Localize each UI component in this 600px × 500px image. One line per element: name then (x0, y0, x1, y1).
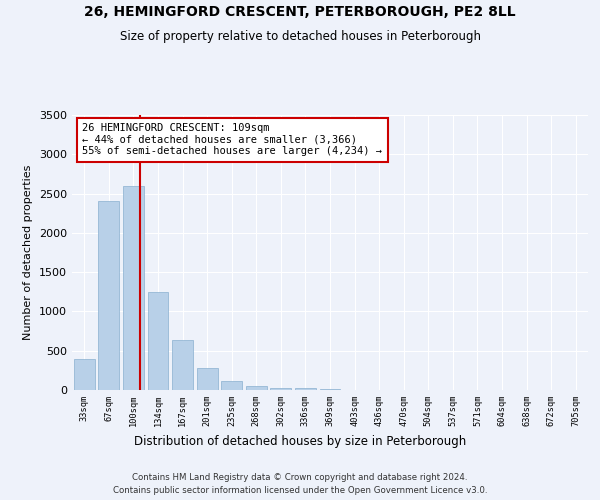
Bar (74, 358, 95, 390)
Text: 26 HEMINGFORD CRESCENT: 109sqm
← 44% of detached houses are smaller (3,366)
55% : 26 HEMINGFORD CRESCENT: 109sqm ← 44% of … (82, 123, 382, 156)
Bar (320, 389, 340, 390)
Bar (271, 388, 292, 390)
Bar (123, 186, 144, 390)
Bar (246, 386, 267, 390)
Bar (295, 388, 316, 390)
Bar (148, 292, 169, 390)
Bar (98, 202, 119, 390)
Bar (221, 382, 242, 390)
Text: Distribution of detached houses by size in Peterborough: Distribution of detached houses by size … (134, 435, 466, 448)
Text: Size of property relative to detached houses in Peterborough: Size of property relative to detached ho… (119, 30, 481, 43)
Y-axis label: Number of detached properties: Number of detached properties (23, 165, 34, 340)
Text: Contains HM Land Registry data © Crown copyright and database right 2024.
Contai: Contains HM Land Registry data © Crown c… (113, 474, 487, 495)
Bar (172, 340, 193, 390)
Bar (197, 368, 218, 390)
Text: 26, HEMINGFORD CRESCENT, PETERBOROUGH, PE2 8LL: 26, HEMINGFORD CRESCENT, PETERBOROUGH, P… (84, 5, 516, 19)
